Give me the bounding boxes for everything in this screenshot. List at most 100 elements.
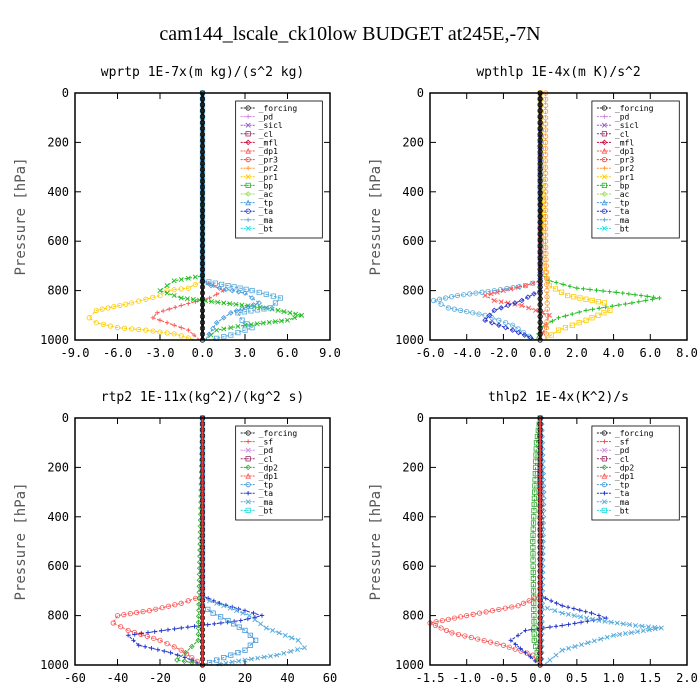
data-point [140, 609, 146, 615]
data-point [213, 319, 220, 326]
data-point [236, 624, 242, 630]
data-point [470, 310, 476, 316]
data-point [289, 635, 295, 641]
data-point [657, 295, 662, 301]
data-point [506, 644, 512, 650]
data-point [150, 315, 156, 320]
data-point [93, 307, 99, 313]
data-point [515, 284, 521, 290]
data-point [282, 632, 288, 638]
data-point [587, 287, 593, 292]
data-point [565, 611, 571, 617]
data-point [531, 594, 537, 600]
data-point [274, 652, 280, 658]
data-point [543, 220, 549, 226]
data-point [543, 115, 549, 121]
data-point [200, 486, 205, 491]
legend-marker [245, 182, 251, 188]
data-point [589, 315, 595, 321]
data-point [500, 642, 507, 648]
legend-label: _bt [615, 506, 630, 515]
data-point [537, 160, 543, 167]
plot-frame [429, 417, 688, 666]
legend-marker [601, 199, 608, 206]
chart-panel-2: rtp2 1E-11x(kg^2)/(kg^2 s) Pressure [hPa]… [13, 390, 337, 685]
data-point [196, 607, 202, 614]
data-point [200, 562, 205, 568]
legend-label: _ma [259, 498, 274, 507]
legend-label: _cl [259, 455, 274, 464]
data-point [530, 538, 536, 545]
data-point [537, 551, 543, 556]
data-point [577, 295, 583, 301]
legend-marker [602, 217, 607, 222]
data-point [199, 196, 206, 202]
data-point [143, 327, 149, 333]
data-point [543, 250, 549, 257]
data-point [578, 642, 584, 648]
data-point [254, 307, 261, 313]
data-point [239, 306, 245, 312]
data-point [537, 645, 543, 650]
data-point [585, 619, 590, 624]
data-point [607, 307, 613, 313]
data-point [537, 574, 543, 579]
data-point [585, 640, 591, 646]
data-point [540, 501, 547, 508]
data-point [199, 213, 206, 220]
data-point [200, 421, 205, 427]
data-point [547, 657, 553, 663]
data-point [537, 178, 543, 184]
data-point [491, 307, 498, 314]
data-point [199, 325, 206, 331]
legend-label: _dp2 [615, 463, 634, 472]
data-point [199, 272, 206, 278]
legend-label: _dp1 [615, 472, 634, 481]
data-point [196, 297, 202, 303]
data-point [143, 296, 149, 302]
legend-marker [245, 131, 251, 137]
x-tick-label: -6.0 [103, 346, 132, 360]
data-point [195, 613, 202, 620]
data-point [200, 651, 205, 656]
data-point [261, 306, 267, 312]
data-point [208, 282, 214, 289]
data-point [248, 308, 254, 314]
data-point [530, 280, 536, 286]
data-point [576, 310, 582, 315]
y-axis-label: Pressure [hPa] [368, 482, 384, 600]
data-point [590, 616, 596, 622]
series_ta [482, 90, 543, 341]
data-point [555, 327, 562, 333]
data-point [567, 284, 573, 289]
legend: _forcing_pd_sicl_cl_mfl_dp1_pr3_pr2_pr1_… [591, 100, 680, 239]
data-point [543, 164, 549, 170]
data-point [543, 108, 549, 115]
data-point [136, 643, 141, 648]
data-point [157, 292, 163, 299]
data-point [537, 515, 543, 521]
data-point [114, 325, 121, 331]
data-point [276, 630, 282, 636]
data-point [457, 307, 464, 313]
data-point [537, 278, 543, 284]
data-point [531, 501, 537, 508]
data-point [502, 324, 509, 331]
data-point [171, 278, 177, 284]
data-point [617, 631, 623, 637]
data-point [543, 269, 550, 275]
data-point [537, 219, 543, 225]
data-point [543, 263, 549, 269]
data-point [543, 145, 549, 152]
data-point [199, 307, 206, 314]
data-point [146, 608, 152, 614]
data-point [191, 332, 197, 338]
data-point [530, 520, 537, 526]
data-point [93, 320, 99, 326]
data-point [622, 630, 629, 637]
data-point [537, 202, 543, 208]
data-point [572, 621, 577, 626]
legend-label: _pr1 [615, 173, 634, 182]
legend-label: _dp1 [615, 147, 634, 156]
data-point [537, 651, 543, 656]
